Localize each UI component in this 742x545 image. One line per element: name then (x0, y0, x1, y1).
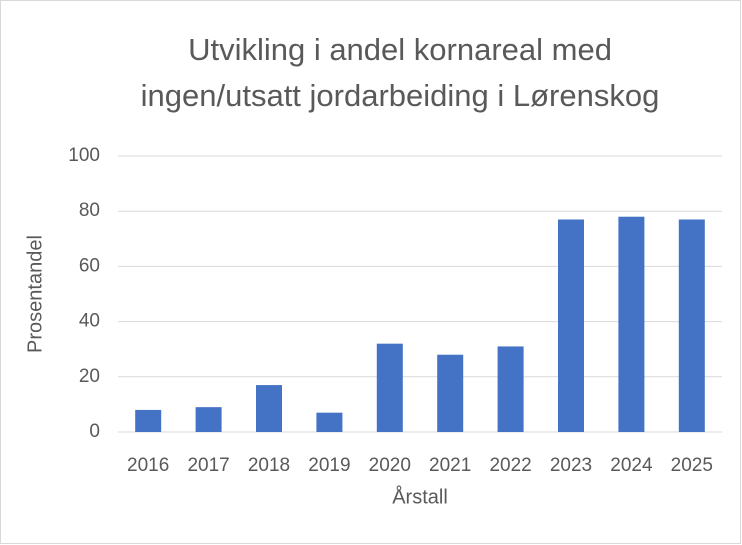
bar (135, 409, 162, 432)
y-axis-label: Prosentandel (24, 235, 46, 353)
x-tick-label: 2023 (550, 455, 592, 476)
x-tick-label: 2020 (369, 455, 411, 476)
bar (376, 343, 403, 432)
bar (618, 216, 645, 432)
x-tick-label: 2017 (187, 455, 229, 476)
x-tick-label: 2024 (610, 455, 653, 476)
y-tick-label: 20 (79, 366, 100, 387)
y-tick-label: 0 (89, 421, 100, 442)
x-tick-label: 2019 (308, 455, 350, 476)
chart-title: Utvikling i andel kornareal med (188, 32, 612, 67)
chart-title: ingen/utsatt jordarbeiding i Lørenskog (141, 78, 660, 113)
bar (558, 219, 584, 432)
y-tick-label: 60 (79, 255, 100, 276)
bar (678, 219, 705, 432)
bar (195, 407, 222, 432)
x-axis-label: Årstall (392, 485, 448, 508)
bar (256, 385, 282, 432)
x-tick-label: 2021 (429, 455, 471, 476)
y-tick-label: 80 (79, 200, 100, 221)
y-tick-label: 40 (79, 311, 100, 332)
y-tick-label: 100 (68, 145, 100, 166)
bar (497, 346, 524, 432)
bar (316, 412, 343, 432)
bar (437, 354, 464, 432)
x-tick-label: 2018 (248, 455, 290, 476)
x-tick-label: 2025 (671, 455, 713, 476)
x-tick-label: 2016 (127, 455, 169, 476)
x-tick-label: 2022 (489, 455, 531, 476)
